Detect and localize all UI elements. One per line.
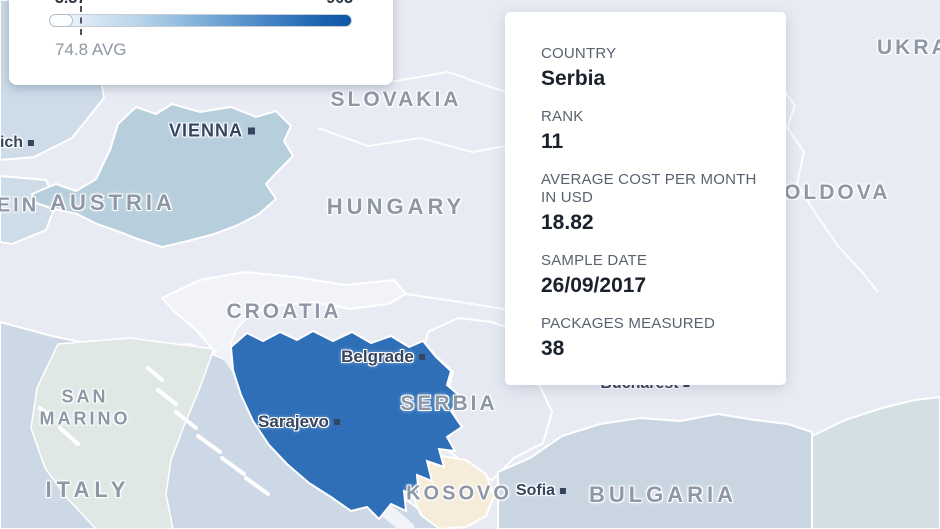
city-label-sarajevo: Sarajevo: [258, 412, 340, 432]
tooltip-field-value: 11: [541, 129, 564, 153]
tooltip-field-value: 26/09/2017: [541, 273, 647, 297]
country-austria[interactable]: [30, 102, 295, 249]
legend-max-value: 903: [326, 0, 353, 8]
legend-card: 3.37 903 74.8 AVG: [9, 0, 393, 85]
legend-slider-handle[interactable]: [49, 14, 73, 27]
legend-min-value: 3.37: [55, 0, 86, 8]
city-label-sofia: Sofia: [515, 482, 567, 500]
tooltip-field-value: 38: [541, 336, 565, 360]
country-label-italy: ITALY: [45, 477, 131, 502]
tooltip-card: COUNTRY Serbia RANK 11 AVERAGE COST PER …: [505, 12, 786, 385]
tooltip-field-label: PACKAGES MEASURED: [541, 314, 715, 332]
san-marino-line2: MARINO: [39, 408, 131, 428]
city-name: ich: [0, 134, 24, 151]
country-label-slovakia: SLOVAKIA: [330, 88, 462, 111]
country-label-croatia: CROATIA: [226, 300, 342, 323]
tooltip-field-rank: RANK 11: [541, 108, 758, 154]
city-marker-icon: [418, 354, 425, 360]
country-label-ukraine: UKRAINE: [877, 36, 940, 59]
city-name: Belgrade: [341, 347, 414, 366]
country-bulgaria[interactable]: [497, 412, 813, 529]
city-marker-icon: [333, 419, 340, 425]
country-label-san-marino: SAN MARINO: [40, 386, 131, 429]
tooltip-field-value: 18.82: [541, 211, 594, 234]
city-marker-icon: [248, 127, 256, 135]
tooltip-field-label: SAMPLE DATE: [541, 252, 648, 269]
legend-gradient-bar[interactable]: [49, 14, 352, 27]
city-marker-icon: [28, 140, 35, 146]
tooltip-field-sample-date: SAMPLE DATE 26/09/2017: [541, 252, 758, 298]
city-name: Sarajevo: [258, 412, 329, 431]
san-marino-line1: SAN: [61, 386, 109, 407]
tooltip-field-label: RANK: [541, 107, 584, 125]
country-label-hungary: HUNGARY: [326, 194, 466, 219]
city-label-belgrade: Belgrade: [341, 347, 425, 367]
country-label-bulgaria: BULGARIA: [588, 482, 738, 507]
black-sea: [811, 395, 940, 529]
tooltip-field-label: AVERAGE COST PER MONTH IN USD: [541, 170, 757, 207]
tooltip-field-avg-cost: AVERAGE COST PER MONTH IN USD 18.82: [541, 171, 758, 236]
city-label-munich: ich: [0, 134, 35, 152]
croatian-islands: [38, 366, 270, 496]
tooltip-field-label: COUNTRY: [541, 45, 617, 62]
country-label-liechtenstein: EIN: [0, 194, 40, 217]
country-label-kosovo: KOSOVO: [406, 482, 512, 505]
country-label-austria: AUSTRIA: [50, 190, 176, 215]
city-marker-icon: [560, 488, 567, 494]
tooltip-field-packages: PACKAGES MEASURED 38: [541, 315, 758, 361]
city-name: VIENNA: [168, 120, 244, 141]
tooltip-field-country: COUNTRY Serbia: [541, 45, 758, 91]
country-croatia[interactable]: [160, 270, 408, 354]
country-kosovo[interactable]: [409, 454, 496, 529]
average-marker-line-icon: [80, 6, 82, 35]
city-label-vienna: VIENNA: [168, 120, 256, 142]
tooltip-field-value: Serbia: [541, 66, 606, 90]
city-name: Sofia: [515, 482, 556, 499]
country-bosnia-highlighted[interactable]: [229, 329, 464, 521]
country-label-moldova: MOLDOVA: [763, 181, 891, 204]
legend-avg-label: 74.8 AVG: [55, 40, 127, 59]
country-italy[interactable]: [30, 337, 216, 529]
country-label-serbia: SERBIA: [400, 392, 498, 415]
